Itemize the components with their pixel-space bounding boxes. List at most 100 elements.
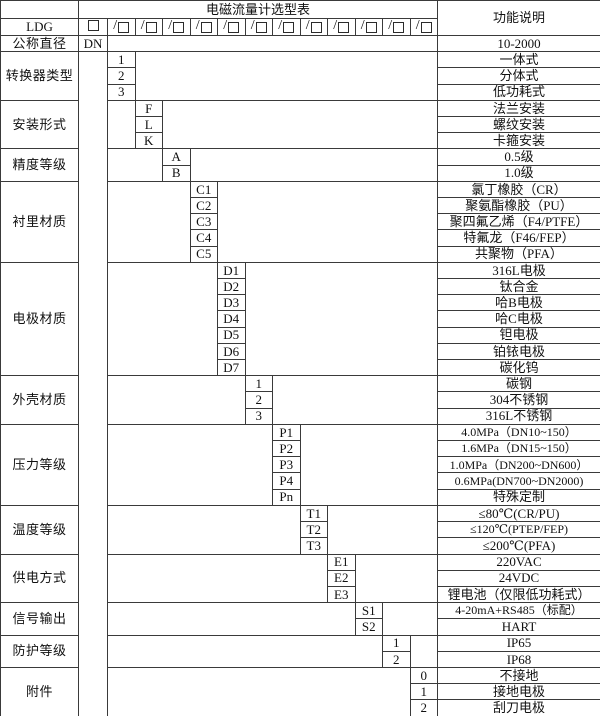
option-code-cell[interactable]: T3: [299, 537, 328, 555]
option-code-cell[interactable]: 1: [107, 51, 136, 69]
option-code-cell[interactable]: P2: [272, 440, 301, 458]
option-code-cell[interactable]: F: [134, 99, 163, 118]
option-code-cell[interactable]: P1: [272, 423, 301, 442]
function-description-header: 功能说明: [437, 0, 600, 36]
row-group-label-12: 附件: [0, 666, 79, 716]
table-row: 转换器类型 1 一体式: [0, 51, 600, 716]
option-code-cell[interactable]: D7: [217, 359, 246, 377]
row-group-label-6: 外壳材质: [0, 375, 79, 425]
code-box-1[interactable]: /: [109, 19, 136, 35]
code-box-9[interactable]: /: [328, 19, 356, 35]
option-description-cell: IP68: [437, 650, 600, 668]
option-code-cell[interactable]: E3: [327, 585, 356, 604]
option-code-cell[interactable]: L: [134, 116, 163, 134]
title-left-spacer: [0, 0, 79, 19]
option-code-cell[interactable]: 3: [244, 407, 273, 425]
option-code-cell[interactable]: D3: [217, 294, 246, 312]
checkbox-square-icon: [228, 21, 240, 33]
table-title: 电磁流量计选型表: [78, 0, 438, 19]
option-description-cell: 氯丁橡胶（CR）: [437, 180, 600, 199]
option-code-cell[interactable]: C3: [189, 213, 218, 231]
right-filler: [162, 99, 438, 150]
option-code-cell[interactable]: D4: [217, 310, 246, 328]
option-code-cell[interactable]: C5: [189, 245, 218, 263]
right-filler: [217, 180, 438, 263]
option-description-cell: 220VAC: [437, 553, 600, 571]
option-description-cell: 锂电池（仅限低功耗式）: [437, 585, 600, 604]
code-box-4[interactable]: /: [191, 19, 218, 35]
option-code-cell[interactable]: 2: [107, 67, 136, 85]
option-code-cell[interactable]: E1: [327, 553, 356, 571]
slash-separator-icon: /: [278, 18, 283, 33]
slash-separator-icon: /: [250, 18, 255, 33]
option-code-cell[interactable]: B: [162, 164, 191, 182]
option-code-cell[interactable]: A: [162, 148, 191, 166]
option-code-cell[interactable]: C1: [189, 180, 218, 199]
option-code-cell[interactable]: 1: [409, 683, 438, 701]
option-code-cell[interactable]: 1: [244, 375, 273, 393]
option-code-cell[interactable]: 2: [244, 391, 273, 409]
table-row: 1 接地电极: [1, 683, 600, 701]
row-group-label-10: 信号输出: [0, 602, 79, 636]
table-row: 温度等级 T1 ≤80℃(CR/PU): [0, 504, 600, 555]
option-description-cell: 铂铱电极: [437, 342, 600, 361]
code-box-6[interactable]: /: [246, 18, 273, 35]
row-group-label-8: 温度等级: [0, 504, 79, 555]
left-filler: [107, 99, 136, 150]
table-row: 精度等级 A 0.5级: [0, 148, 600, 182]
option-description-cell: 一体式: [437, 51, 600, 69]
option-code-cell[interactable]: D1: [217, 261, 246, 280]
code-box-5[interactable]: /: [218, 19, 246, 35]
checkbox-square-icon: [365, 21, 377, 33]
option-code-cell[interactable]: 2: [409, 699, 438, 716]
option-code-cell[interactable]: C4: [189, 229, 218, 247]
code-box-0[interactable]: [78, 18, 108, 36]
dn-blank-column: [78, 51, 108, 716]
option-code-cell[interactable]: T1: [299, 504, 328, 523]
right-filler: [327, 504, 438, 555]
option-description-cell: 4.0MPa（DN10~150）: [437, 423, 600, 442]
option-description-cell: 0.6MPa(DN700~DN2000): [437, 472, 600, 490]
table-row: Pn 特殊定制: [1, 488, 600, 506]
left-filler: [107, 375, 246, 425]
right-filler: [299, 423, 438, 506]
option-description-cell: 316L电极: [437, 261, 600, 280]
option-code-cell[interactable]: S1: [354, 602, 383, 620]
option-code-cell[interactable]: T2: [299, 521, 328, 539]
option-code-cell[interactable]: 0: [409, 666, 438, 685]
option-description-cell: 特氟龙（F46/FEP）: [437, 229, 600, 247]
checkbox-square-icon: [87, 20, 99, 32]
option-description-cell: 刮刀电极: [437, 699, 600, 716]
table-row: 安装形式 F 法兰安装: [0, 99, 600, 150]
option-code-cell[interactable]: D6: [217, 342, 246, 361]
option-description-cell: 聚氨酯橡胶（PU）: [437, 197, 600, 215]
code-box-strip: / / / / / / / / / / / /: [109, 18, 437, 35]
option-code-cell[interactable]: E2: [327, 569, 356, 587]
code-box-2[interactable]: /: [136, 19, 163, 35]
option-code-cell[interactable]: C2: [189, 197, 218, 215]
option-description-cell: HART: [437, 618, 600, 636]
code-box-8[interactable]: /: [301, 19, 328, 35]
code-box-7[interactable]: /: [273, 19, 301, 35]
option-code-cell[interactable]: 1: [382, 634, 411, 652]
option-code-cell[interactable]: 3: [107, 83, 136, 101]
code-box-3[interactable]: /: [163, 19, 191, 35]
code-box-12[interactable]: /: [411, 20, 437, 35]
dn-row-blank: [107, 34, 438, 53]
row-group-label-3: 精度等级: [0, 148, 79, 182]
option-description-cell: 卡箍安装: [437, 132, 600, 150]
option-code-cell[interactable]: D5: [217, 326, 246, 344]
left-filler: [107, 634, 383, 668]
code-box-10[interactable]: /: [356, 19, 383, 35]
option-code-cell[interactable]: S2: [354, 618, 383, 636]
option-code-cell[interactable]: K: [134, 132, 163, 150]
code-box-11[interactable]: /: [383, 19, 411, 35]
option-description-cell: 10-2000: [437, 34, 600, 53]
option-code-cell[interactable]: P4: [272, 472, 301, 490]
option-code-cell[interactable]: 2: [382, 650, 411, 668]
option-code-cell[interactable]: P3: [272, 456, 301, 474]
option-code-cell[interactable]: Pn: [272, 488, 301, 506]
option-description-cell: 1.0级: [437, 164, 600, 182]
option-code-cell[interactable]: D2: [217, 278, 246, 296]
checkbox-square-icon: [393, 21, 405, 33]
